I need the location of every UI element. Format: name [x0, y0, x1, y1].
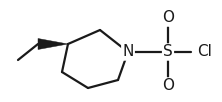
Text: S: S	[163, 44, 173, 59]
Polygon shape	[38, 38, 68, 49]
Text: O: O	[162, 11, 174, 26]
Text: N: N	[122, 44, 134, 59]
Text: O: O	[162, 79, 174, 94]
Text: Cl: Cl	[198, 44, 212, 59]
